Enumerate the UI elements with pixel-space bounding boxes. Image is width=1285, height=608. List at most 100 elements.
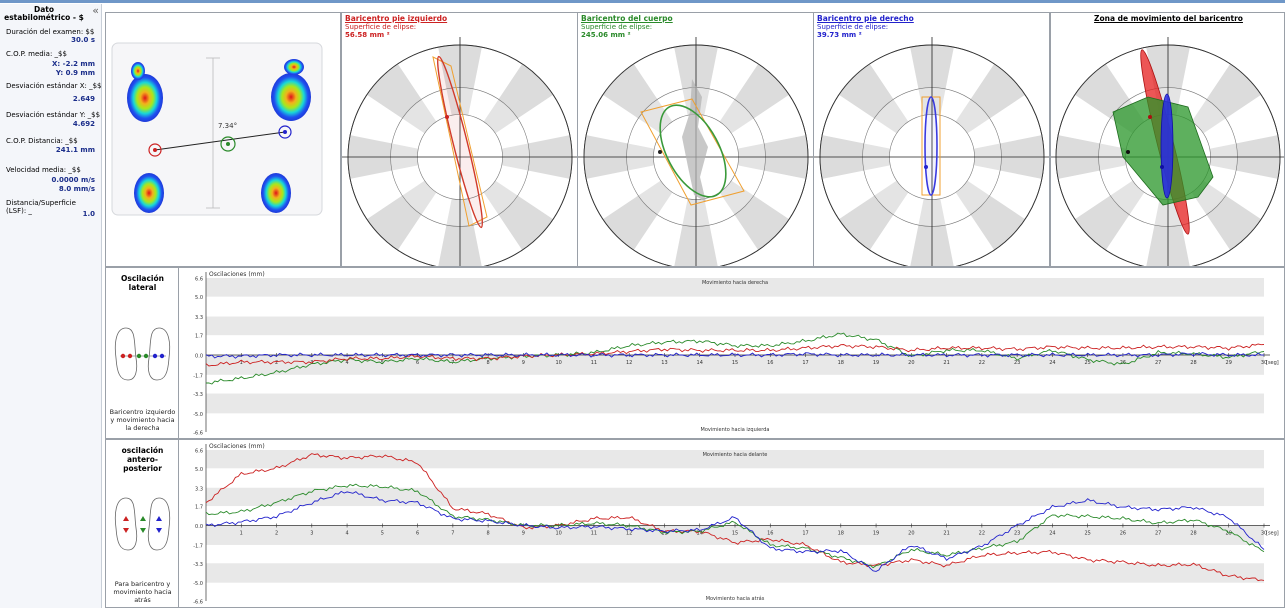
body-ellipse-title: Baricentro del cuerpo bbox=[581, 14, 673, 23]
x-tick-label: 10 bbox=[555, 360, 561, 366]
antero-posterior-panel: oscilación antero-posterior Para baricen… bbox=[105, 439, 1285, 608]
y-tick-label: -6.6 bbox=[193, 600, 203, 606]
cop-mean-x: X: -2.2 mm bbox=[52, 60, 95, 68]
x-unit-label: [seg] bbox=[1266, 360, 1279, 366]
body-polar-chart bbox=[578, 37, 813, 266]
right-foot-ellipse-value: 39.73 mm ² bbox=[817, 31, 862, 39]
lateral-oscillation-chart: 6.6 5.0 3.3 1.7 0.0 -1.7 -3.3 -5.0 -6.6 Oscilacio… bbox=[193, 271, 1279, 437]
x-tick-label: 6 bbox=[416, 531, 419, 537]
antero-legend: oscilación antero-posterior Para baricen… bbox=[106, 440, 179, 607]
mean-speed-label: Velocidad media: _$$ bbox=[6, 166, 81, 174]
y-tick-label: -5.0 bbox=[193, 412, 203, 418]
y-axis-label: Oscilaciones (mm) bbox=[209, 271, 265, 278]
distance-surface-value: 1.0 bbox=[82, 210, 95, 218]
x-tick-label: 14 bbox=[697, 360, 703, 366]
right-foot-cop-marker bbox=[278, 125, 292, 139]
x-tick-label: 4 bbox=[345, 360, 348, 366]
x-tick-label: 1 bbox=[240, 360, 243, 366]
cop-mean-label: C.O.P. media: _$$ bbox=[6, 50, 67, 58]
x-tick-label: 12 bbox=[626, 531, 632, 537]
x-tick-label: 3 bbox=[310, 531, 313, 537]
x-tick-label: 15 bbox=[732, 360, 738, 366]
std-x-label: Desviación estándar X: _$$ bbox=[6, 82, 102, 90]
x-tick-label: 8 bbox=[487, 360, 490, 366]
y-tick-label: 6.6 bbox=[195, 449, 203, 455]
bottom-direction-label: Movimiento hacia izquierda bbox=[701, 427, 770, 433]
x-tick-label: 25 bbox=[1084, 531, 1090, 537]
y-tick-label: -1.7 bbox=[193, 373, 203, 379]
x-tick-label: 14 bbox=[697, 531, 703, 537]
antero-note: Para baricentro y movimiento hacia atrás bbox=[113, 580, 172, 604]
x-tick-label: 13 bbox=[661, 360, 667, 366]
left-foot-ellipse-title: Baricentro pie izquierdo bbox=[345, 14, 448, 23]
antero-title: oscilación antero-posterior bbox=[121, 446, 164, 473]
x-tick-label: 17 bbox=[802, 531, 808, 537]
stats-title: Dato estabilométrico - $ bbox=[4, 5, 84, 22]
exam-duration-value: 30.0 s bbox=[71, 36, 95, 44]
antero-posterior-chart: 6.6 5.0 3.3 1.7 0.0 -1.7 -3.3 -5.0 -6.6 Oscilacio… bbox=[193, 443, 1279, 606]
series-line bbox=[205, 343, 1265, 367]
y-tick-label: 5.0 bbox=[195, 467, 203, 473]
x-tick-label: 22 bbox=[979, 360, 985, 366]
left-foot-ellipse-subtitle: Superficie de elipse: bbox=[345, 23, 417, 31]
x-tick-label: 6 bbox=[416, 360, 419, 366]
x-tick-label: 4 bbox=[345, 531, 348, 537]
x-tick-label: 21 bbox=[943, 531, 949, 537]
y-tick-label: -6.6 bbox=[193, 431, 203, 437]
body-ellipse-panel: Baricentro del cuerpo Superficie de elip… bbox=[577, 12, 814, 267]
x-tick-label: 29 bbox=[1226, 360, 1232, 366]
x-tick-label: 17 bbox=[802, 360, 808, 366]
x-tick-label: 16 bbox=[767, 531, 773, 537]
cop-distance-label: C.O.P. Distancia: _$$ bbox=[6, 137, 78, 145]
x-tick-label: 19 bbox=[873, 531, 879, 537]
chart-band bbox=[206, 393, 1264, 414]
x-tick-label: 28 bbox=[1190, 360, 1196, 366]
x-tick-label: 15 bbox=[732, 531, 738, 537]
x-tick-label: 30 bbox=[1261, 360, 1267, 366]
lateral-title: Oscilación lateral bbox=[121, 274, 164, 292]
bottom-direction-label: Movimiento hacia atrás bbox=[706, 595, 765, 602]
left-foot-ellipse-value: 56.58 mm ² bbox=[345, 31, 390, 39]
x-tick-label: 18 bbox=[838, 531, 844, 537]
chart-band bbox=[206, 525, 1264, 545]
right-foot-ellipse-panel: Baricentro pie derecho Superficie de eli… bbox=[813, 12, 1050, 267]
series-line bbox=[206, 332, 1265, 385]
lateral-feet-icon bbox=[114, 327, 171, 381]
antero-feet-icon bbox=[114, 497, 171, 551]
x-tick-label: 5 bbox=[381, 531, 384, 537]
x-tick-label: 18 bbox=[838, 360, 844, 366]
foot-angle-label: 7.34° bbox=[218, 122, 237, 130]
std-y-value: 4.692 bbox=[72, 120, 95, 128]
x-tick-label: 9 bbox=[522, 531, 525, 537]
collapse-sidebar-icon[interactable]: « bbox=[92, 4, 99, 17]
distance-surface-label: Distancia/Superficie bbox=[6, 199, 76, 207]
lateral-legend: Oscilación lateral Baricentro izquierdo … bbox=[106, 268, 179, 438]
body-ellipse-subtitle: Superficie de elipse: bbox=[581, 23, 653, 31]
right-foot-polar-chart bbox=[814, 37, 1049, 266]
x-tick-label: 27 bbox=[1155, 360, 1161, 366]
cop-distance-value: 241.1 mm bbox=[55, 146, 95, 154]
x-tick-label: 9 bbox=[522, 360, 525, 366]
x-tick-label: 1 bbox=[240, 531, 243, 537]
x-tick-label: 11 bbox=[591, 531, 597, 537]
x-tick-label: 2 bbox=[275, 531, 278, 537]
x-tick-label: 7 bbox=[451, 531, 454, 537]
foot-pressure-map: 7.34° bbox=[111, 42, 323, 216]
top-direction-label: Movimiento hacia derecha bbox=[702, 280, 768, 286]
x-tick-label: 23 bbox=[1014, 360, 1020, 366]
left-foot-ellipse bbox=[436, 55, 484, 229]
x-tick-label: 30 bbox=[1261, 531, 1267, 537]
x-unit-label: [seg] bbox=[1266, 531, 1279, 537]
x-tick-label: 8 bbox=[487, 531, 490, 537]
x-tick-label: 25 bbox=[1084, 360, 1090, 366]
y-axis-label: Oscilaciones (mm) bbox=[209, 443, 265, 450]
y-tick-label: 3.3 bbox=[195, 486, 203, 492]
chart-band bbox=[206, 563, 1264, 583]
left-forefoot-heat bbox=[127, 74, 163, 122]
distance-surface-label-2: (LSF): _ bbox=[6, 207, 32, 215]
y-tick-label: -5.0 bbox=[193, 581, 203, 587]
y-tick-label: -1.7 bbox=[193, 543, 203, 549]
body-ellipse-value: 245.06 mm ² bbox=[581, 31, 631, 39]
y-tick-label: -3.3 bbox=[193, 392, 203, 398]
foot-pressure-map-panel: 7.34° bbox=[105, 12, 341, 267]
